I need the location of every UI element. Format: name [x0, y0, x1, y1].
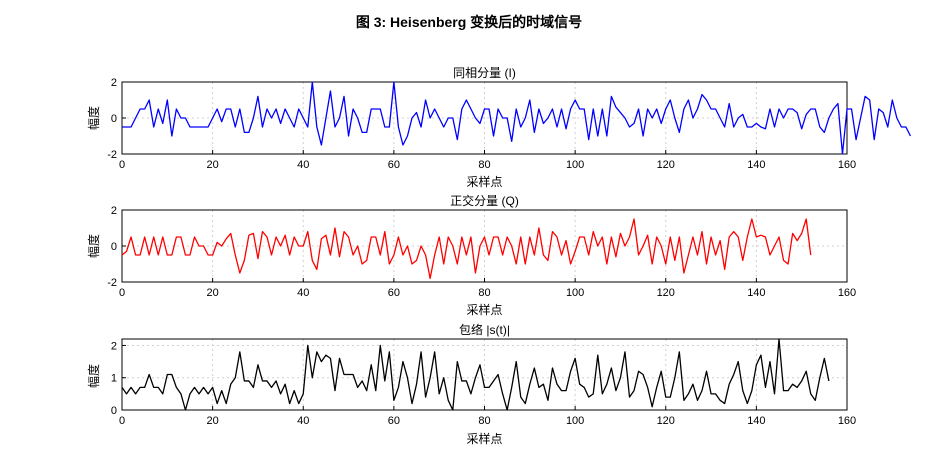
envelope-xtick-label-120: 120 [657, 415, 675, 427]
envelope-axes-frame [121, 338, 848, 411]
in-phase-xtick-label-100: 100 [566, 159, 584, 171]
envelope-xtick-label-80: 80 [478, 415, 490, 427]
in-phase-xtick-label-0: 0 [119, 159, 125, 171]
envelope-title: 包络 |s(t)| [459, 322, 510, 337]
quadrature-xtick-label-20: 20 [207, 287, 219, 299]
in-phase-ytick-label-0: 0 [111, 113, 117, 125]
in-phase-xtick-label-140: 140 [747, 159, 765, 171]
quadrature-ytick-label--2: -2 [107, 277, 117, 289]
quadrature-xtick-label-80: 80 [478, 287, 490, 299]
in-phase-panel: 同相分量 (I) 幅度 采样点 0 20 40 60 80 100 120 140 160-20… [86, 66, 912, 189]
in-phase-xtick-label-60: 60 [388, 159, 400, 171]
quadrature-series-line [121, 218, 812, 280]
in-phase-ytick-label-2: 2 [111, 77, 117, 89]
envelope-ylabel: 幅度 [86, 364, 101, 388]
envelope-xtick-label-40: 40 [297, 415, 309, 427]
envelope-xtick-label-100: 100 [566, 415, 584, 427]
envelope-xtick-label-160: 160 [838, 415, 856, 427]
quadrature-ytick-label-0: 0 [111, 241, 117, 253]
in-phase-xtick-label-20: 20 [207, 159, 219, 171]
in-phase-xtick-label-80: 80 [478, 159, 490, 171]
envelope-xtick-label-20: 20 [207, 415, 219, 427]
envelope-ytick-label-0: 0 [111, 405, 117, 417]
quadrature-xtick-label-40: 40 [297, 287, 309, 299]
quadrature-ytick-label-2: 2 [111, 205, 117, 217]
quadrature-xlabel: 采样点 [466, 302, 502, 317]
envelope-ytick-label-2: 2 [111, 340, 117, 352]
in-phase-series-line [122, 81, 912, 155]
envelope-ytick-label-1: 1 [111, 373, 117, 385]
quadrature-axes-frame [121, 209, 848, 283]
in-phase-axes-frame [121, 81, 848, 155]
in-phase-xlabel: 采样点 [466, 174, 502, 189]
envelope-xlabel: 采样点 [466, 431, 502, 446]
envelope-xtick-label-0: 0 [119, 415, 125, 427]
quadrature-panel: 正交分量 (Q) 幅度 采样点 0 20 40 60 80 100 120 140 160-20… [86, 193, 856, 317]
figure-title: 图 3: Heisenberg 变换后的时域信号 [356, 14, 582, 30]
in-phase-title: 同相分量 (I) [453, 66, 516, 80]
in-phase-ytick-label--2: -2 [107, 149, 117, 161]
quadrature-xtick-label-120: 120 [657, 287, 675, 299]
quadrature-xtick-label-0: 0 [119, 287, 125, 299]
quadrature-title: 正交分量 (Q) [450, 193, 519, 208]
quadrature-xtick-label-100: 100 [566, 287, 584, 299]
envelope-panel: 包络 |s(t)| 幅度 采样点 0 20 40 60 80 100 120 140 160 0 1… [86, 322, 856, 446]
in-phase-xtick-label-40: 40 [297, 159, 309, 171]
in-phase-ylabel: 幅度 [86, 106, 101, 130]
in-phase-xtick-label-120: 120 [657, 159, 675, 171]
quadrature-xtick-label-140: 140 [747, 287, 765, 299]
envelope-xtick-label-140: 140 [747, 415, 765, 427]
envelope-series-line [121, 338, 830, 411]
in-phase-xtick-label-160: 160 [838, 159, 856, 171]
quadrature-ylabel: 幅度 [86, 234, 101, 258]
envelope-xtick-label-60: 60 [388, 415, 400, 427]
quadrature-xtick-label-60: 60 [388, 287, 400, 299]
quadrature-xtick-label-160: 160 [838, 287, 856, 299]
